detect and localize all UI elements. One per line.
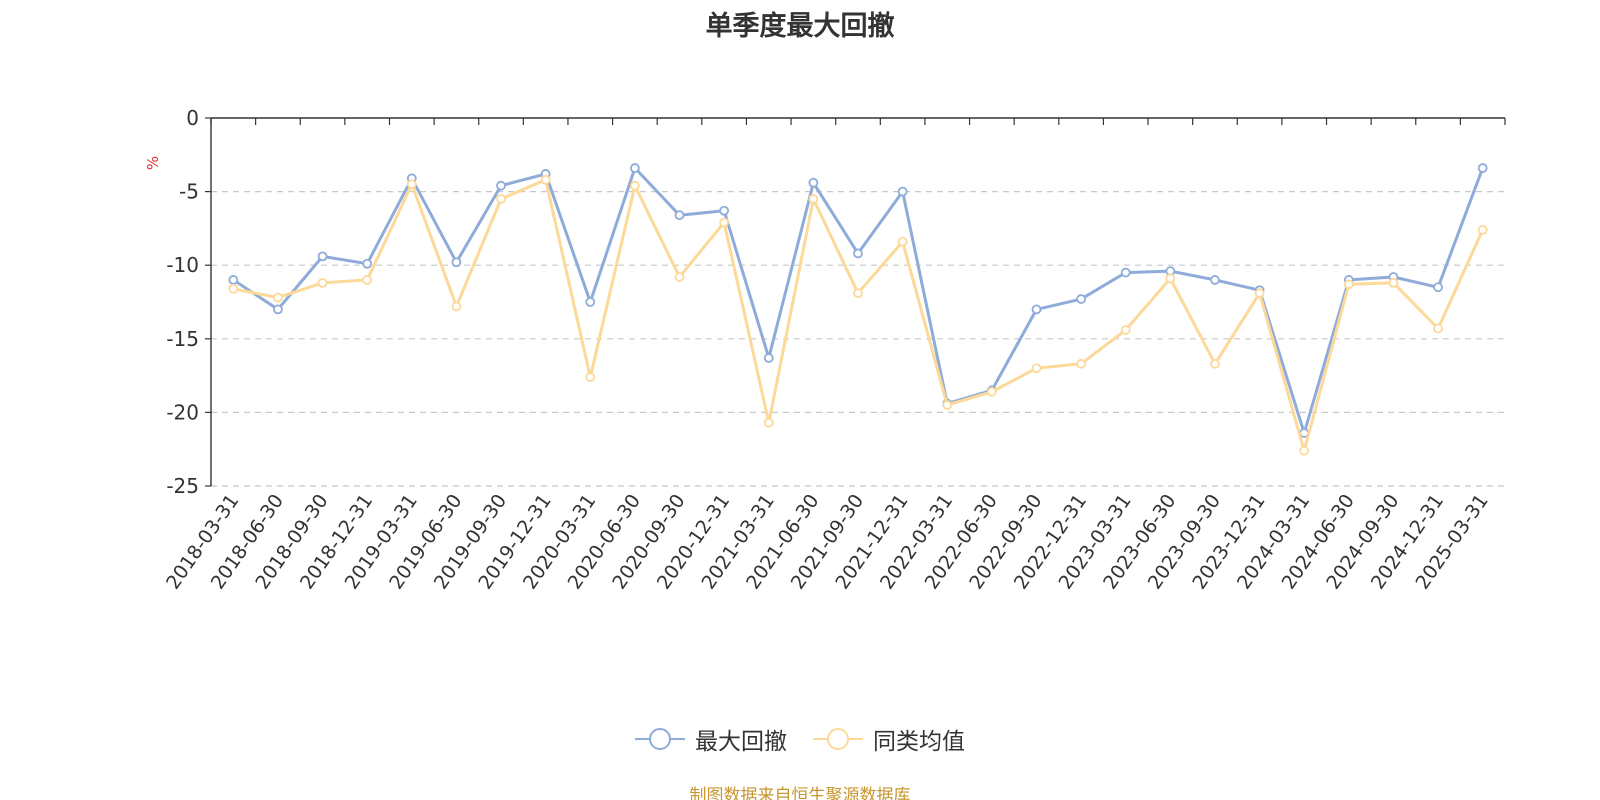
y-tick-label: -20 — [166, 400, 199, 424]
data-point[interactable] — [1031, 304, 1042, 315]
data-point[interactable] — [1477, 224, 1488, 235]
data-point[interactable] — [1031, 363, 1042, 374]
legend-label: 同类均值 — [873, 729, 965, 755]
legend-label: 最大回撤 — [695, 729, 787, 755]
data-point[interactable] — [808, 194, 819, 204]
y-tick-label: -25 — [166, 474, 199, 498]
data-point[interactable] — [451, 301, 462, 312]
data-point[interactable] — [1076, 358, 1087, 369]
data-point[interactable] — [1254, 288, 1265, 299]
data-point[interactable] — [228, 275, 239, 285]
series-line — [233, 178, 1485, 453]
data-point[interactable] — [942, 400, 953, 410]
data-source-note: 制图数据来自恒生聚源数据库 — [689, 786, 911, 800]
chart-title: 单季度最大回撤 — [705, 11, 895, 42]
data-point[interactable] — [317, 277, 328, 288]
data-point[interactable] — [719, 217, 730, 228]
data-point[interactable] — [719, 205, 730, 216]
y-tick-label: 0 — [186, 106, 199, 130]
y-tick-label: -15 — [166, 327, 199, 351]
grid-lines — [211, 191, 1505, 487]
data-point[interactable] — [451, 257, 462, 268]
data-point[interactable] — [540, 174, 551, 185]
data-point[interactable] — [1477, 163, 1488, 173]
series-0 — [228, 163, 1488, 438]
data-point[interactable] — [1165, 273, 1176, 284]
line-chart: % 0-5-10-15-20-252018-03-312018-06-30201… — [144, 106, 1506, 593]
data-point[interactable] — [362, 275, 373, 285]
series-lines — [228, 163, 1488, 456]
data-point[interactable] — [763, 353, 774, 363]
legend-item-series-0[interactable]: 最大回撤 — [635, 722, 787, 756]
legend-marker-icon — [635, 728, 685, 750]
data-point[interactable] — [362, 258, 373, 269]
data-point[interactable] — [1120, 267, 1131, 278]
data-point[interactable] — [273, 292, 283, 303]
data-point[interactable] — [853, 248, 863, 259]
y-tick-label: -10 — [166, 253, 199, 277]
legend[interactable]: 最大回撤 同类均值 — [0, 722, 1600, 756]
data-point[interactable] — [1388, 277, 1399, 288]
data-point[interactable] — [763, 417, 774, 428]
data-point[interactable] — [228, 283, 239, 294]
data-point[interactable] — [406, 179, 417, 190]
data-point[interactable] — [897, 236, 908, 247]
data-point[interactable] — [317, 251, 328, 262]
data-point[interactable] — [1210, 275, 1220, 285]
legend-marker-icon — [813, 728, 863, 750]
data-point[interactable] — [808, 177, 819, 188]
series-1 — [228, 174, 1488, 456]
data-point[interactable] — [1433, 282, 1443, 293]
data-point[interactable] — [1433, 323, 1443, 334]
y-tick-label: -5 — [179, 180, 199, 204]
data-point[interactable] — [585, 372, 596, 382]
data-point[interactable] — [585, 297, 596, 307]
y-axis-unit-label: % — [144, 156, 162, 170]
data-point[interactable] — [629, 180, 640, 191]
data-point[interactable] — [1299, 445, 1310, 456]
data-point[interactable] — [674, 210, 685, 221]
data-point[interactable] — [853, 288, 863, 299]
data-point[interactable] — [273, 304, 283, 315]
data-point[interactable] — [897, 186, 908, 197]
data-point[interactable] — [1076, 294, 1087, 304]
axes: % 0-5-10-15-20-252018-03-312018-06-30201… — [144, 106, 1506, 593]
data-point[interactable] — [1343, 279, 1354, 290]
data-point[interactable] — [496, 180, 506, 191]
data-point[interactable] — [1120, 325, 1131, 335]
data-point[interactable] — [1210, 358, 1220, 369]
data-point[interactable] — [986, 386, 997, 397]
data-point[interactable] — [496, 194, 506, 204]
legend-item-series-1[interactable]: 同类均值 — [813, 722, 965, 756]
data-point[interactable] — [629, 163, 640, 173]
data-point[interactable] — [674, 272, 685, 282]
